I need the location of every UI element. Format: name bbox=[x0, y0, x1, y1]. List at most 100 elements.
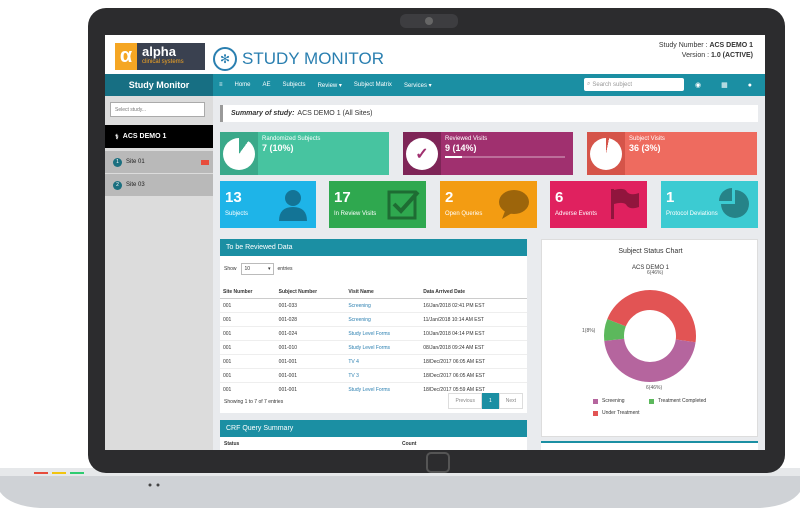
donut-slice-under-treatment[interactable] bbox=[607, 290, 696, 343]
chart-subtitle: ACS DEMO 1 bbox=[631, 265, 669, 271]
subjects-card[interactable]: 13 Subjects bbox=[220, 181, 316, 228]
table-row: 001 001-010 Study Level Forms 08/Jan/2018 0… bbox=[220, 340, 527, 355]
sidebar-site-2[interactable]: 2 Site 03 bbox=[105, 174, 213, 196]
table-cell[interactable]: Study Level Forms bbox=[345, 340, 421, 355]
nav-subject-matrix[interactable]: Subject Matrix bbox=[353, 82, 392, 88]
nav-review[interactable]: Review ▾ bbox=[317, 82, 342, 89]
table-cell: 11/Jan/2018 10:14 AM EST bbox=[420, 312, 527, 327]
search-icon: ⌕ bbox=[587, 81, 591, 87]
menu-toggle-icon[interactable]: ≡ bbox=[219, 82, 223, 88]
panel-title: CRF Query Summary bbox=[220, 420, 527, 437]
card-value: 7 (10%) bbox=[262, 143, 294, 153]
alpha-logo-icon: α bbox=[115, 43, 137, 70]
user-icon bbox=[279, 190, 307, 221]
card-number: 17 bbox=[334, 189, 351, 206]
previous-button[interactable]: Previous bbox=[448, 393, 482, 409]
table-cell[interactable]: Screening bbox=[345, 298, 421, 313]
site-number-badge: 2 bbox=[113, 180, 122, 190]
panel-title: To be Reviewed Data bbox=[220, 239, 527, 256]
sidebar-site-1[interactable]: 1 Site 01 bbox=[105, 151, 213, 173]
table-cell: 001 bbox=[220, 298, 276, 313]
legend-item-screening[interactable]: Screening bbox=[593, 398, 625, 404]
reviewed-visits-card[interactable]: ✓ Reviewed Visits 9 (14%) bbox=[403, 132, 573, 175]
donut-slice-screening[interactable] bbox=[604, 338, 696, 382]
study-summary: Summary of study: ACS DEMO 1 (All Sites) bbox=[220, 105, 758, 122]
column-header[interactable]: Visit Name bbox=[345, 286, 421, 299]
nav-ae[interactable]: AE bbox=[262, 82, 271, 88]
column-header[interactable]: Site Number bbox=[220, 286, 276, 299]
study-info: Study Number : ACS DEMO 1 Version : 1.0 … bbox=[659, 41, 753, 61]
table-cell[interactable]: Study Level Forms bbox=[345, 326, 421, 341]
eye-icon[interactable]: ◉ bbox=[695, 82, 702, 89]
secondary-panel bbox=[541, 441, 758, 450]
app-screen: α alpha clinical systems ✻ STUDY MONITOR … bbox=[105, 35, 765, 450]
protocol-deviations-card[interactable]: 1 Protocol Deviations bbox=[661, 181, 758, 228]
summary-value: ACS DEMO 1 (All Sites) bbox=[297, 110, 373, 117]
table-cell[interactable]: TV 4 bbox=[345, 354, 421, 369]
card-number: 2 bbox=[445, 189, 454, 206]
crf-count-header: Count bbox=[402, 441, 417, 447]
adverse-events-card[interactable]: 6 Adverse Events bbox=[550, 181, 647, 228]
card-label: Randomized Subjects bbox=[262, 136, 321, 142]
to-be-reviewed-panel: To be Reviewed Data Show 10 ▾ entries Sit… bbox=[220, 239, 527, 413]
open-queries-card[interactable]: 2 Open Queries bbox=[440, 181, 537, 228]
nav-items: ≡ Home AE Subjects Review ▾ Subject Matr… bbox=[219, 74, 444, 96]
review-table: Site Number Subject Number Visit Name Data … bbox=[220, 286, 527, 396]
site-number-badge: 1 bbox=[113, 157, 122, 167]
donut-slice-treatment-completed[interactable] bbox=[604, 319, 626, 341]
comment-icon bbox=[499, 190, 529, 219]
table-row: 001 001-001 TV 3 18/Dec/2017 06:05 AM EST bbox=[220, 368, 527, 383]
card-label: Reviewed Visits bbox=[445, 136, 488, 142]
entries-select[interactable]: 10 ▾ bbox=[240, 263, 274, 275]
table-cell: 001 bbox=[220, 340, 276, 355]
user-icon[interactable]: ● bbox=[747, 81, 752, 89]
subject-visits-card[interactable]: Subject Visits 36 (3%) bbox=[587, 132, 757, 175]
nav-services[interactable]: Services ▾ bbox=[403, 82, 432, 89]
column-header[interactable]: Subject Number bbox=[275, 286, 346, 299]
next-button[interactable]: Next bbox=[498, 393, 523, 409]
crf-query-panel: CRF Query Summary Status Count bbox=[220, 420, 527, 450]
crf-status-header: Status bbox=[224, 441, 240, 447]
card-label: Adverse Events bbox=[555, 211, 598, 217]
app-title-text: STUDY MONITOR bbox=[242, 49, 384, 68]
page-1-button[interactable]: 1 bbox=[481, 393, 499, 409]
main-nav: Study Monitor ≡ Home AE Subjects Review … bbox=[105, 74, 765, 96]
check-circle-icon: ✓ bbox=[403, 132, 441, 175]
table-cell[interactable]: Study Level Forms bbox=[345, 382, 421, 396]
progress-pie-icon bbox=[587, 132, 625, 175]
table-cell[interactable]: Screening bbox=[345, 312, 421, 327]
card-label: Open Queries bbox=[445, 211, 483, 217]
card-label: In Review Visits bbox=[334, 211, 377, 217]
pagination: Previous 1 Next bbox=[448, 393, 523, 409]
randomized-subjects-card[interactable]: Randomized Subjects 7 (10%) bbox=[220, 132, 389, 175]
progress-bar-fill bbox=[445, 156, 462, 158]
progress-pie bbox=[223, 137, 255, 170]
legend-item-treatment-completed[interactable]: Treatment Completed bbox=[649, 398, 706, 404]
in-review-visits-card[interactable]: 17 In Review Visits bbox=[329, 181, 426, 228]
summary-label: Summary of study: bbox=[231, 110, 295, 117]
webcam bbox=[400, 14, 458, 28]
nav-brand[interactable]: Study Monitor bbox=[105, 74, 213, 96]
alert-flag-icon bbox=[201, 159, 209, 165]
table-cell: 001-001 bbox=[275, 368, 346, 383]
table-cell: 001-033 bbox=[275, 298, 346, 313]
nav-subjects[interactable]: Subjects bbox=[282, 82, 306, 88]
table-row: 001 001-001 Study Level Forms 18/Dec/2017 0… bbox=[220, 382, 527, 396]
version-label: Version : bbox=[681, 52, 710, 59]
slice-label-under-treatment: 6(46%) bbox=[646, 385, 663, 391]
sidebar-study[interactable]: ⚕ ACS DEMO 1 bbox=[105, 125, 213, 148]
column-header[interactable]: Data Arrived Date bbox=[420, 286, 527, 299]
alpha-logo[interactable]: α alpha clinical systems bbox=[115, 43, 205, 70]
grid-icon[interactable]: ▦ bbox=[721, 82, 728, 89]
table-cell: 001 bbox=[220, 312, 276, 327]
table-cell: 10/Jan/2018 04:14 PM EST bbox=[420, 326, 527, 341]
entries-label: entries bbox=[277, 266, 293, 272]
table-cell[interactable]: TV 3 bbox=[345, 368, 421, 383]
table-cell: 08/Jan/2018 09:24 AM EST bbox=[420, 340, 527, 355]
study-select[interactable]: Select study... bbox=[110, 102, 205, 117]
nav-home[interactable]: Home bbox=[234, 82, 251, 88]
home-button bbox=[426, 452, 450, 473]
nav-right-icons: ◉ ▦ ● bbox=[695, 74, 765, 96]
legend-item-under-treatment[interactable]: Under Treatment bbox=[593, 410, 640, 416]
search-input[interactable]: ⌕ Search subject bbox=[584, 78, 684, 91]
